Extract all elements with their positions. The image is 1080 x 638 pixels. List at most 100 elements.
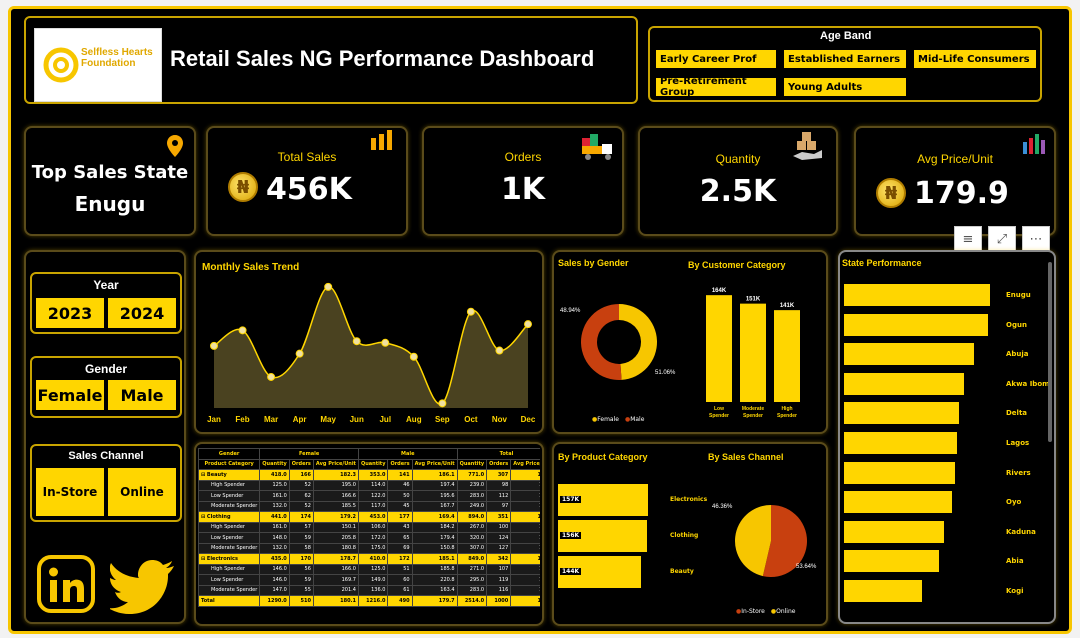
- table-cell: 195.0: [312, 479, 359, 491]
- state-bar[interactable]: [844, 461, 956, 484]
- table-cell: Total: [198, 595, 261, 607]
- table-cell: 181.9: [510, 553, 540, 565]
- age-band-option[interactable]: Pre-Retirement Group: [654, 76, 778, 98]
- matrix-column-header[interactable]: Orders: [288, 458, 314, 470]
- filter-icon[interactable]: ≡: [954, 226, 982, 252]
- table-cell: 179.9: [510, 595, 540, 607]
- matrix-column-header[interactable]: Orders: [486, 458, 512, 470]
- state-bar[interactable]: [844, 372, 965, 395]
- age-band-option[interactable]: Established Earners: [782, 48, 908, 70]
- table-cell: 283.0: [456, 584, 488, 596]
- age-band-option[interactable]: Young Adults: [782, 76, 908, 98]
- monthly-x-tick-label: Jul: [379, 415, 391, 424]
- monthly-x-tick-label: Jan: [207, 415, 221, 424]
- monthly-data-point: [466, 307, 475, 316]
- table-cell: High Spender: [198, 479, 261, 491]
- table-cell: 56: [288, 563, 314, 575]
- table-cell: 342: [486, 553, 512, 565]
- orders-value: 1K: [500, 172, 546, 207]
- gender-option[interactable]: Male: [106, 378, 178, 412]
- customer-category-value-label: 164K: [712, 288, 727, 294]
- monthly-x-tick-label: Mar: [264, 415, 278, 424]
- state-bar[interactable]: [844, 491, 952, 514]
- table-cell: 124: [486, 532, 512, 544]
- focus-mode-icon[interactable]: ⤢: [988, 226, 1016, 252]
- table-row[interactable]: ⊟ Electronics 435.0 170 178.7 410.0 172 185.1 8…: [198, 553, 540, 565]
- state-bar[interactable]: [844, 580, 923, 602]
- table-row[interactable]: ⊟ Clothing 441.0 174 179.2 453.0 177 169.4 894.…: [198, 511, 540, 523]
- state-bar[interactable]: [844, 520, 945, 543]
- table-row: Low Spender 146.0 59 169.7 149.0 60 220.8 295.0…: [198, 574, 540, 586]
- table-cell: 169.7: [312, 574, 359, 586]
- delivery-truck-icon: [582, 134, 612, 160]
- matrix-group-header-row: Gender Female Male Total: [198, 448, 540, 460]
- state-bar[interactable]: [844, 343, 974, 366]
- table-cell: Low Spender: [198, 532, 261, 544]
- year-option[interactable]: 2023: [34, 296, 106, 330]
- state-tick-label: Abia: [1006, 557, 1024, 566]
- monthly-data-point: [438, 399, 447, 408]
- linkedin-icon[interactable]: [36, 554, 96, 614]
- matrix-group-header: Male: [357, 448, 458, 460]
- table-cell: 271.0: [456, 563, 488, 575]
- table-cell: ⊟ Beauty: [198, 469, 261, 481]
- matrix-column-header[interactable]: Orders: [387, 458, 413, 470]
- price-tag-icon: [1023, 134, 1045, 154]
- twitter-icon[interactable]: [110, 558, 176, 614]
- age-band-option[interactable]: Mid-Life Consumers: [912, 48, 1038, 70]
- page-title: Retail Sales NG Performance Dashboard: [170, 46, 595, 71]
- table-row: Low Spender 148.0 59 205.8 172.0 65 179.4 320.0…: [198, 532, 540, 544]
- monthly-x-tick-label: Feb: [235, 415, 249, 424]
- matrix-column-header[interactable]: Quantity: [456, 458, 488, 470]
- table-row: High Spender 161.0 57 150.1 106.0 43 184.2 267.…: [198, 521, 540, 533]
- table-row[interactable]: ⊟ Beauty 418.0 166 182.3 353.0 141 186.1 771.0 3…: [198, 469, 540, 481]
- year-option[interactable]: 2024: [106, 296, 178, 330]
- matrix-column-header[interactable]: Quantity: [357, 458, 389, 470]
- sales-channel-option[interactable]: Online: [106, 466, 178, 518]
- table-cell: 150.1: [312, 521, 359, 533]
- matrix-column-header[interactable]: Product Category: [198, 458, 261, 470]
- table-cell: 185.5: [312, 500, 359, 512]
- product-category-value-label: 156K: [560, 532, 582, 539]
- more-options-icon[interactable]: ⋯: [1022, 226, 1050, 252]
- matrix-column-header[interactable]: Avg Price/Unit: [510, 458, 540, 470]
- monthly-x-tick-label: Aug: [406, 415, 422, 424]
- matrix-column-header[interactable]: Quantity: [259, 458, 290, 470]
- table-cell: 192.0: [510, 532, 540, 544]
- table-cell: 61: [387, 584, 413, 596]
- table-cell: 510: [288, 595, 314, 607]
- customer-category-value-label: 151K: [746, 297, 761, 303]
- table-cell: 239.0: [456, 479, 488, 491]
- gender-option[interactable]: Female: [34, 378, 106, 412]
- sales-channel-option[interactable]: In-Store: [34, 466, 106, 518]
- table-cell: 125.0: [259, 479, 290, 491]
- state-bar[interactable]: [844, 550, 939, 573]
- table-cell: 195.5: [510, 574, 540, 586]
- scrollbar[interactable]: [1048, 262, 1052, 442]
- gender-pct-right: 51.06%: [655, 370, 676, 376]
- table-cell: 150.8: [411, 542, 458, 554]
- matrix-column-header[interactable]: Avg Price/Unit: [411, 458, 458, 470]
- gender-pct-left: 48.94%: [560, 308, 581, 314]
- matrix-column-header[interactable]: Avg Price/Unit: [312, 458, 359, 470]
- table-cell: 353.0: [357, 469, 389, 481]
- table-row: Moderate Spender 147.0 55 201.4 136.0 61 163.4…: [198, 584, 540, 596]
- table-cell: 141: [387, 469, 413, 481]
- state-bar[interactable]: [844, 402, 959, 425]
- age-band-option[interactable]: Early Career Prof: [654, 48, 778, 70]
- table-cell: 180.1: [312, 595, 359, 607]
- channel-legend: ●In-Store ●Online: [736, 608, 795, 615]
- quantity-label: Quantity: [715, 152, 761, 166]
- year-title: Year: [93, 278, 119, 292]
- table-cell: Moderate Spender: [198, 500, 261, 512]
- table-cell: 166.0: [312, 563, 359, 575]
- table-cell: 307.0: [456, 542, 488, 554]
- state-bar[interactable]: [844, 313, 989, 336]
- state-bar[interactable]: [844, 284, 990, 306]
- table-cell: 490: [387, 595, 413, 607]
- avg-price-value: 179.9: [914, 176, 1009, 211]
- table-cell: 52: [288, 500, 314, 512]
- channel-pct-bottom: 53.64%: [796, 564, 817, 570]
- table-cell: High Spender: [198, 521, 261, 533]
- state-bar[interactable]: [844, 432, 958, 454]
